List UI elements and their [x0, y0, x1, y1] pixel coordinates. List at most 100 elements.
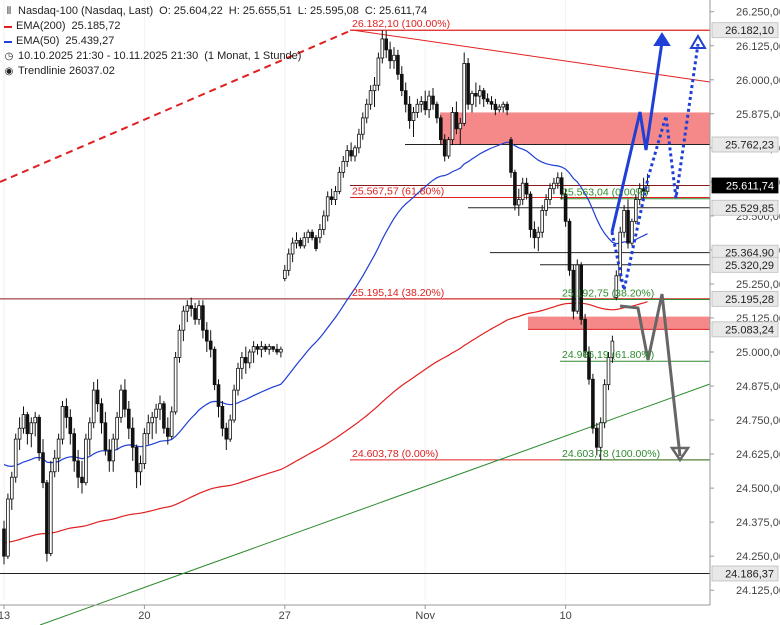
candle-body — [286, 253, 291, 271]
candle-body — [173, 357, 178, 413]
candle-body — [208, 340, 213, 350]
candle-body — [497, 106, 502, 111]
candle-body — [103, 422, 108, 451]
candle-body — [349, 150, 353, 157]
legend-row-period: ◷ 10.10.2025 21:30 - 10.11.2025 21:30 (1… — [4, 49, 433, 64]
ema200-label: EMA(200) — [16, 20, 66, 32]
candle-body — [154, 408, 158, 418]
candle-body — [181, 310, 186, 331]
candle-body — [134, 446, 139, 473]
price-tick-label: 24.125,00 — [736, 585, 780, 597]
candle-body — [275, 348, 279, 353]
period-interval: (1 Monat, 1 Stunde) — [204, 50, 302, 62]
fib-label-red: 25.567,57 (61.80%) — [352, 185, 444, 197]
period-icon: ◷ — [4, 51, 14, 62]
candle-body — [64, 406, 69, 418]
time-axis: 13 20 27 Nov 10 — [0, 604, 710, 622]
price-tick-label: 24.875,00 — [736, 381, 780, 393]
instrument-name: Nasdaq-100 (Nasdaq, Last) — [18, 5, 154, 17]
candle-body — [9, 476, 14, 500]
candle-body — [6, 498, 10, 557]
candle-body — [368, 90, 373, 105]
price-badge-label: 25.083,24 — [725, 324, 774, 336]
legend: ⫴ Nasdaq-100 (Nasdaq, Last) O: 25.604,22… — [4, 4, 433, 79]
candle-body — [489, 101, 494, 105]
price-tick-label: 26.125,00 — [736, 41, 780, 53]
candle-body — [88, 422, 92, 440]
period-range: 10.10.2025 21:30 - 10.11.2025 21:30 — [18, 50, 199, 62]
candle-body — [25, 414, 30, 435]
candle-body — [345, 150, 349, 162]
price-badge-label: 25.529,85 — [725, 203, 774, 215]
dashed-trendline — [0, 29, 353, 183]
candle-body — [423, 101, 427, 111]
candle-body — [123, 389, 127, 410]
price-badge-label: 25.320,29 — [725, 260, 774, 272]
candle-body — [360, 117, 365, 135]
ema50-swatch — [4, 40, 12, 43]
candles-icon: ⫴ — [6, 6, 12, 17]
candle-body — [376, 57, 381, 86]
price-tick-label: 24.750,00 — [736, 415, 780, 427]
time-tick-label: 13 — [0, 610, 10, 622]
ema50-label: EMA(50) — [16, 35, 60, 47]
candle-body — [263, 346, 268, 350]
candle-body — [329, 196, 334, 200]
candle-body — [201, 305, 205, 331]
candle-body — [509, 139, 513, 173]
support-trendline — [39, 383, 711, 625]
time-tick-label: Nov — [415, 610, 435, 622]
candle-body — [306, 231, 310, 239]
candle-body — [571, 269, 576, 312]
projections — [610, 32, 707, 463]
candle-body — [598, 422, 603, 448]
candle-body — [80, 476, 84, 484]
candle-body — [337, 171, 342, 192]
price-tick-label: 26.250,00 — [736, 7, 780, 19]
candle-body — [314, 237, 318, 249]
candle-body — [380, 38, 385, 59]
candle-body — [99, 403, 104, 424]
candle-body — [466, 63, 470, 105]
candle-body — [220, 406, 225, 429]
candle-body — [524, 182, 529, 195]
ema200-swatch — [4, 25, 12, 28]
arrowhead-gray — [669, 446, 691, 463]
candle-body — [392, 54, 396, 62]
price-tick-label: 25.875,00 — [736, 109, 780, 121]
candle-body — [193, 308, 197, 320]
level-lines — [0, 29, 710, 574]
candle-body — [388, 49, 392, 62]
current-price-badge — [711, 177, 779, 194]
candle-body — [552, 182, 556, 190]
price-badge — [711, 199, 779, 216]
candle-body — [240, 357, 244, 369]
candle-body — [485, 98, 490, 102]
candle-body — [548, 188, 552, 200]
fib-label-green: 24.603,78 (100.00%) — [562, 448, 660, 460]
time-tick-label: 27 — [279, 610, 291, 622]
candle-body — [251, 346, 256, 353]
price-badge — [711, 321, 779, 338]
candle-body — [641, 188, 646, 192]
candle-body — [399, 73, 404, 92]
candle-body — [470, 92, 474, 105]
candle-body — [321, 215, 326, 230]
candle-body — [333, 190, 338, 200]
candle-body — [267, 346, 271, 350]
trendlines — [0, 29, 711, 625]
fib-label-red: 25.195,14 (38.20%) — [352, 287, 444, 299]
candle-body — [567, 220, 572, 271]
candle-body — [446, 139, 451, 157]
candle-body — [403, 90, 408, 105]
candle-body — [579, 264, 583, 320]
candle-body — [407, 103, 412, 122]
candle-body — [411, 112, 416, 122]
candle-body — [536, 231, 541, 239]
support-zone — [528, 316, 710, 330]
candle-body — [298, 239, 303, 247]
candle-body — [634, 199, 638, 222]
candle-body — [614, 275, 619, 298]
candle-body — [372, 84, 377, 92]
